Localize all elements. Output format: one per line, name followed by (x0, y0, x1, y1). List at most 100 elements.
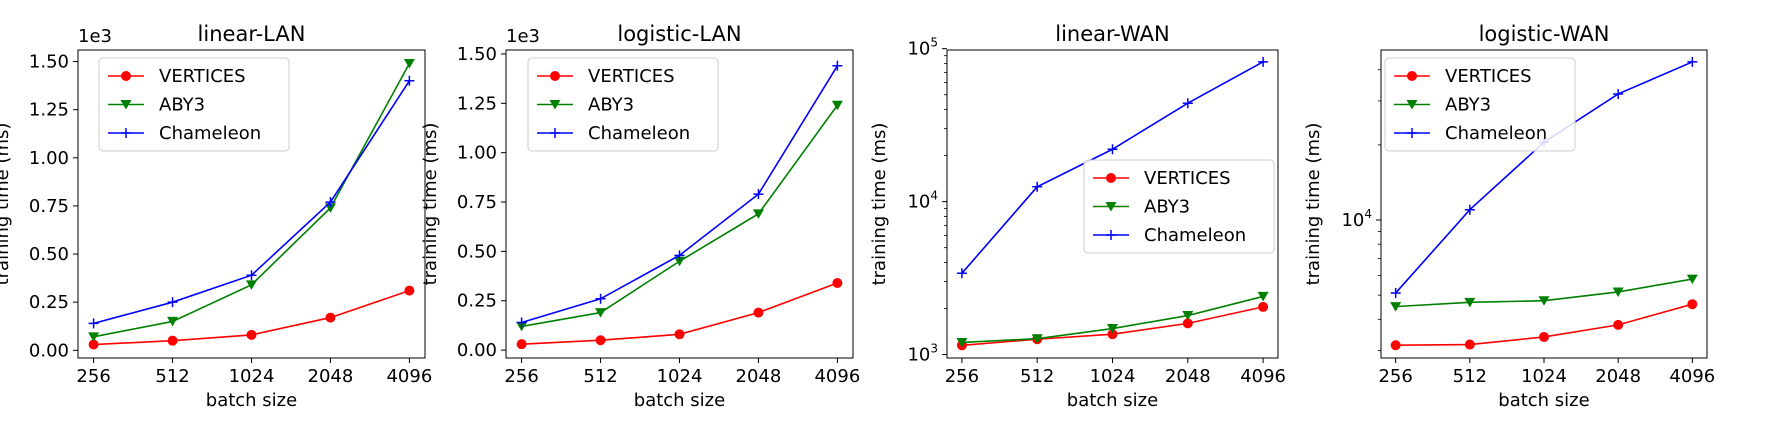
data-point-aby3 (752, 209, 764, 219)
x-tick-label: 2048 (1595, 366, 1641, 387)
legend-marker (550, 71, 560, 81)
x-tick-label: 2048 (1165, 366, 1211, 387)
legend-label: ABY3 (159, 95, 205, 116)
y-tick-label: 104 (1341, 207, 1372, 231)
y-axis-label: training time (ms) (869, 123, 890, 286)
chart-title: logistic-LAN (617, 22, 741, 46)
x-tick-label: 4096 (1240, 366, 1286, 387)
data-point-aby3 (831, 100, 843, 111)
data-point-vertices (1613, 319, 1624, 330)
chart-panel-1: linear-LAN 256 512 1024 2048 4096 0.00 0.25 0.50… (0, 22, 432, 411)
y-tick-label: 1.00 (457, 143, 497, 164)
y-tick-label: 0.50 (29, 244, 69, 265)
legend-label: Chameleon (1445, 123, 1547, 144)
legend-item-chameleon: Chameleon (537, 123, 690, 144)
data-point-aby3 (246, 280, 257, 290)
data-point-vertices (246, 329, 257, 340)
data-point-chameleon (1032, 181, 1043, 192)
data-point-chameleon (325, 197, 336, 208)
x-tick-label: 512 (583, 366, 617, 387)
legend-marker (121, 128, 131, 138)
data-point-vertices (1539, 331, 1549, 342)
legend-label: ABY3 (588, 95, 634, 116)
data-point-aby3 (1107, 324, 1118, 334)
data-point-chameleon (1613, 88, 1624, 99)
series-chameleon (956, 56, 1269, 279)
data-point-vertices (325, 312, 336, 323)
series-aby3 (88, 58, 415, 342)
data-point-chameleon (753, 189, 764, 200)
legend-item-vertices: VERTICES (1394, 66, 1532, 87)
legend-label: Chameleon (159, 123, 261, 144)
legend-label: Chameleon (588, 123, 690, 144)
data-point-chameleon (1107, 144, 1118, 155)
legend-item-aby3: ABY3 (1093, 197, 1190, 218)
y-tick-label: 0.50 (457, 241, 497, 262)
data-point-chameleon (404, 75, 415, 86)
y-offset-text: 1e3 (78, 26, 112, 47)
legend-marker (121, 71, 131, 81)
data-point-chameleon (595, 293, 606, 304)
legend-label: ABY3 (1445, 95, 1491, 116)
legend-label: VERTICES (588, 66, 675, 87)
data-point-vertices (595, 335, 606, 346)
legend-box (527, 57, 719, 152)
y-tick-label: 1.25 (29, 100, 69, 121)
x-axis-label: batch size (206, 390, 297, 411)
data-point-chameleon (1258, 56, 1269, 67)
data-point-vertices (1687, 299, 1698, 310)
series-aby3 (956, 291, 1269, 348)
x-tick-label: 4096 (1669, 366, 1715, 387)
x-tick-label: 1024 (1521, 366, 1567, 387)
legend: VERTICES ABY3 Chameleon (1083, 159, 1275, 254)
data-point-aby3 (167, 316, 179, 327)
legend-marker (1106, 173, 1116, 183)
y-tick-label: 0.75 (29, 196, 69, 217)
legend-label: VERTICES (1144, 168, 1231, 189)
series-vertices (1390, 299, 1698, 351)
data-point-chameleon (1687, 56, 1698, 67)
legend-item-vertices: VERTICES (1093, 168, 1231, 189)
y-tick-label: 1.00 (29, 148, 69, 169)
legend-item-chameleon: Chameleon (1093, 225, 1246, 246)
x-tick-label: 4096 (814, 366, 860, 387)
data-point-chameleon (956, 268, 967, 279)
series-vertices (88, 285, 415, 350)
legend-marker (1406, 100, 1418, 110)
data-point-chameleon (246, 270, 257, 281)
data-point-chameleon (88, 318, 99, 329)
data-point-aby3 (1257, 291, 1269, 302)
y-tick-label: 0.25 (457, 291, 497, 312)
legend-marker (120, 100, 132, 110)
data-point-vertices (674, 329, 685, 340)
legend-box (1384, 57, 1576, 152)
data-point-vertices (753, 307, 764, 318)
data-point-aby3 (403, 58, 415, 69)
series-aby3 (516, 100, 843, 332)
y-tick-label: 0.00 (29, 340, 69, 361)
legend-label: ABY3 (1144, 197, 1190, 218)
data-point-aby3 (1686, 274, 1698, 285)
x-tick-label: 1024 (229, 366, 275, 387)
x-axis-label: batch size (1498, 390, 1589, 411)
legend-item-aby3: ABY3 (537, 95, 634, 116)
data-point-chameleon (674, 250, 685, 261)
legend-box (98, 57, 290, 152)
data-point-aby3 (1612, 287, 1624, 297)
legend-marker (1407, 128, 1417, 138)
x-tick-label: 512 (155, 366, 189, 387)
y-tick-label: 0.25 (29, 292, 69, 313)
data-point-vertices (1390, 340, 1401, 351)
data-point-vertices (1464, 339, 1475, 350)
legend: VERTICES ABY3 Chameleon (527, 57, 719, 152)
chart-title: linear-LAN (198, 22, 306, 46)
plot-frame (1380, 49, 1708, 359)
legend-item-chameleon: Chameleon (108, 123, 261, 144)
data-point-vertices (1182, 318, 1193, 329)
data-point-vertices (1258, 301, 1269, 312)
x-tick-label: 256 (1378, 366, 1412, 387)
data-point-chameleon (1182, 98, 1193, 109)
y-tick-label: 105 (907, 36, 938, 60)
x-tick-label: 2048 (308, 366, 354, 387)
